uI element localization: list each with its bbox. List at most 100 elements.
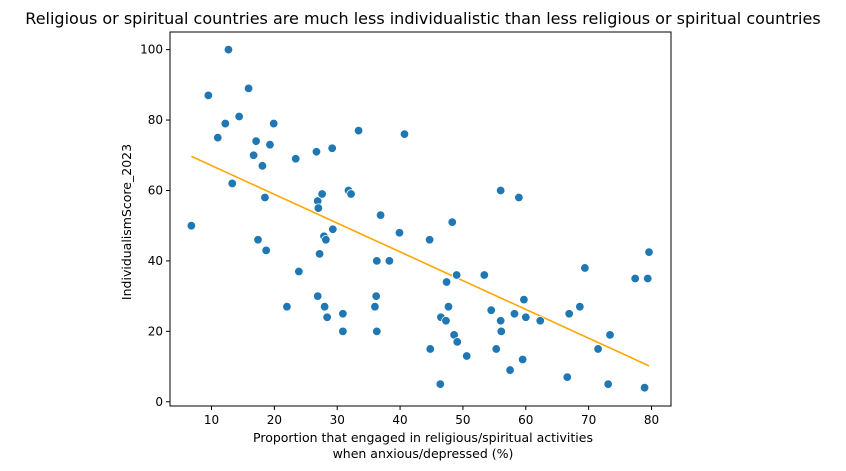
y-tick-label: 80 [148,113,163,127]
data-point [447,217,457,227]
data-point [643,273,653,284]
x-axis-label-line-1: Proportion that engaged in religious/spi… [253,430,593,445]
data-point [443,301,454,312]
data-point [282,301,292,312]
data-point [644,247,654,257]
data-point [399,129,410,139]
data-point [424,235,435,245]
trendline [191,155,650,367]
trendline-layer [191,155,650,367]
data-point [605,330,615,340]
data-point [479,270,490,280]
data-point [372,326,382,337]
data-point [338,326,348,337]
data-point [462,351,472,361]
plot-frame [169,31,672,407]
data-point [319,301,330,312]
data-point [311,147,322,157]
x-tick-label: 40 [392,413,407,427]
x-tick-label: 50 [455,413,470,427]
data-point [630,273,640,284]
data-point [317,189,327,199]
data-point [486,305,496,315]
data-point [313,291,323,301]
data-point [603,379,613,389]
y-tick-label: 0 [155,395,163,409]
data-point [384,256,395,266]
data-point [451,270,462,280]
data-point [580,263,590,273]
data-point [491,344,501,354]
data-point [452,337,462,347]
data-point [394,228,405,238]
data-point [435,379,446,389]
data-point [186,220,197,231]
data-point [441,316,451,326]
data-point [220,118,231,129]
data-point [509,309,520,319]
x-tick-label: 20 [267,413,282,427]
data-point [291,154,301,164]
x-axis: 10 20 30 40 50 60 70 80 [204,406,659,427]
data-point [338,309,348,319]
data-point [517,354,528,365]
data-point [327,143,337,153]
data-point [321,235,331,245]
data-point [495,185,506,196]
data-point [234,111,244,122]
x-axis-label-line-2: when anxious/depressed (%) [333,446,514,461]
data-point [213,132,223,143]
data-point [372,256,382,266]
data-point [203,90,214,101]
data-point [346,189,356,199]
y-tick-label: 20 [148,324,163,338]
chart-title: Religious or spiritual countries are muc… [25,9,820,28]
plot-area [169,31,672,407]
data-point [322,312,332,322]
data-point [564,309,574,319]
data-point [371,291,381,301]
data-point [294,266,304,277]
data-point [575,301,585,312]
data-point [514,192,524,203]
x-tick-label: 70 [581,413,596,427]
data-point [521,312,531,322]
data-point [505,365,515,375]
data-point [535,316,545,326]
data-point [562,372,572,382]
data-point [314,249,325,259]
data-point [519,294,529,305]
y-tick-label: 100 [140,43,163,57]
y-axis-label: IndividualismScore_2023 [119,144,134,300]
data-point [265,139,275,150]
x-tick-label: 80 [644,413,659,427]
y-tick-label: 40 [148,254,163,268]
data-point [313,203,324,213]
data-point [370,301,380,312]
data-point [257,161,268,171]
x-tick-label: 10 [204,413,219,427]
data-point [375,210,386,220]
data-point [441,277,452,287]
data-point [251,136,261,146]
x-tick-label: 30 [330,413,345,427]
data-point [353,125,364,136]
data-point [260,192,270,203]
data-point [495,316,506,326]
data-point [223,44,234,55]
data-point [261,245,271,256]
data-point [248,150,259,160]
y-axis: 0 20 40 60 80 100 [140,43,170,409]
points-layer [186,44,654,393]
data-point [425,344,435,354]
data-point [269,118,279,129]
data-point [328,224,338,234]
y-tick-label: 60 [148,183,163,197]
data-point [253,235,263,245]
data-point [496,326,506,337]
data-point [639,382,650,393]
x-tick-label: 60 [518,413,533,427]
data-point [593,344,603,354]
data-point [227,178,237,189]
